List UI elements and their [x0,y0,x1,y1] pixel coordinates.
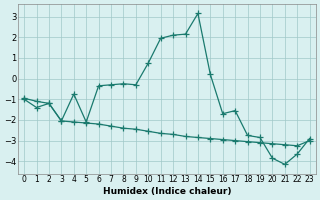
X-axis label: Humidex (Indice chaleur): Humidex (Indice chaleur) [103,187,231,196]
